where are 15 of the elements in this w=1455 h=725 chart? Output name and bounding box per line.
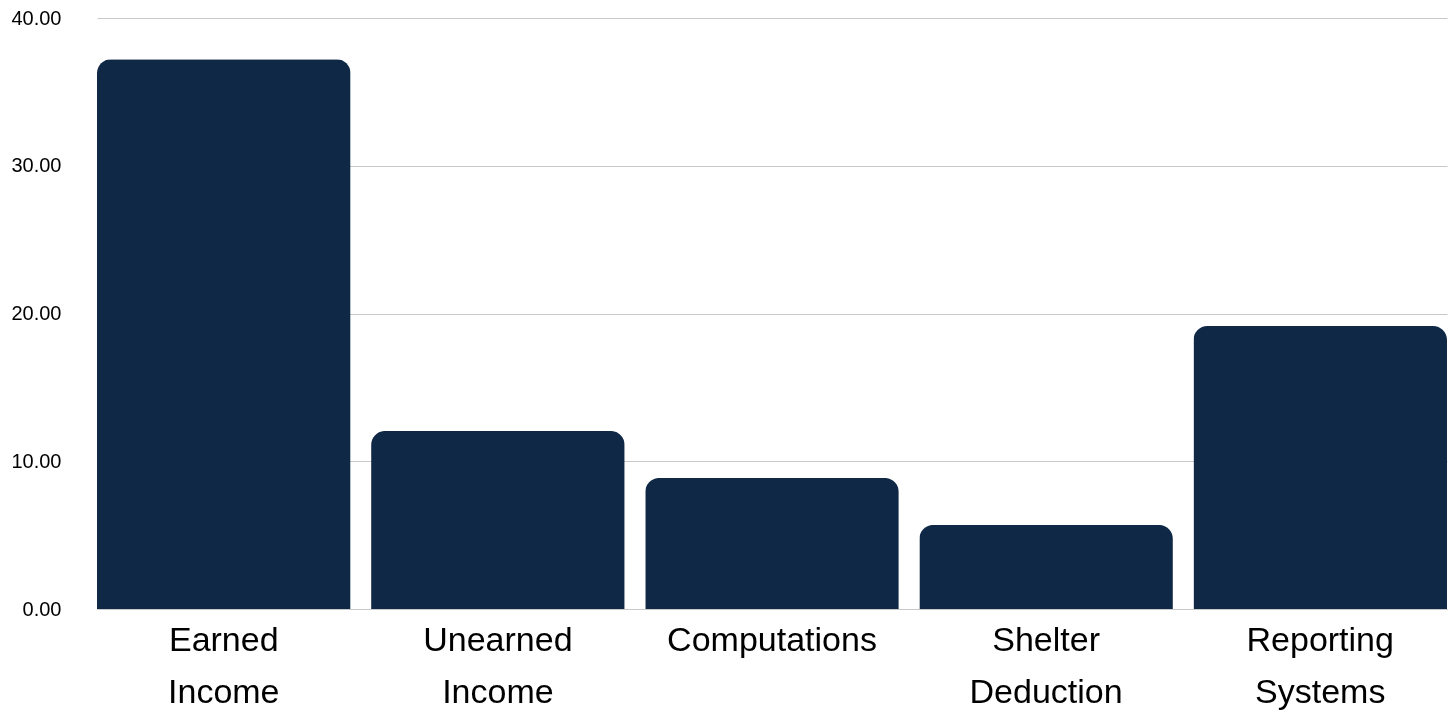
y-tick-label: 30.00: [11, 154, 62, 177]
x-tick-label: Shelter Deduction: [969, 619, 1123, 710]
bar: [645, 477, 899, 609]
x-tick-label: Unearned Income: [423, 619, 573, 710]
x-tick-label: Reporting Systems: [1246, 619, 1394, 710]
y-tick-label: 0.00: [22, 597, 62, 620]
y-tick-label: 40.00: [11, 6, 62, 29]
bar: [371, 430, 625, 609]
x-tick-label: Earned Income: [168, 619, 280, 710]
bar: [919, 524, 1173, 609]
x-tick-label: Computations: [667, 619, 877, 658]
bar: [97, 59, 351, 609]
bar: [1193, 326, 1447, 609]
y-tick-label: 10.00: [11, 449, 62, 472]
y-tick-label: 20.00: [11, 302, 62, 324]
